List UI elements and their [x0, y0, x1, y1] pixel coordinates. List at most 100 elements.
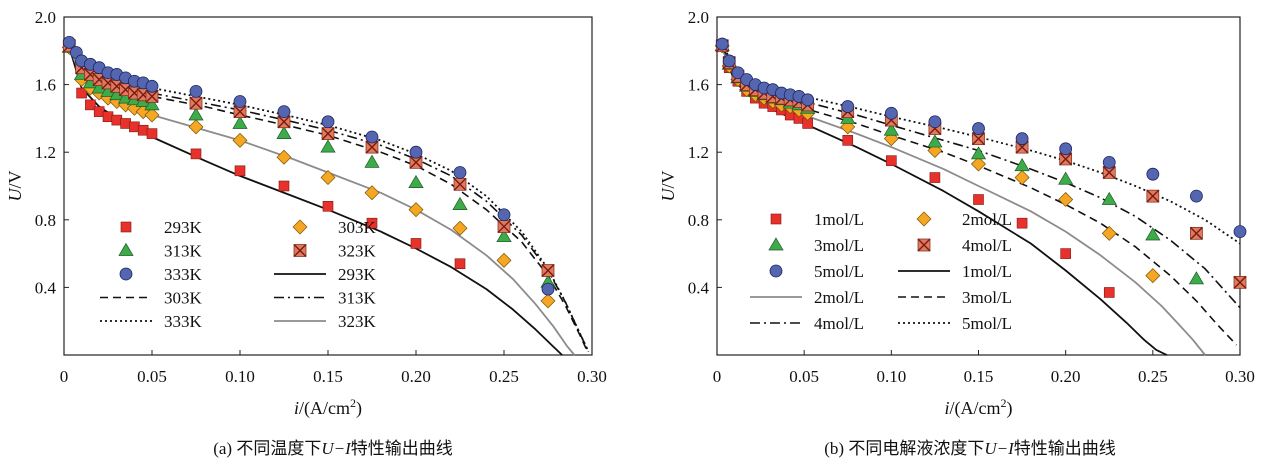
data-point — [278, 180, 290, 192]
data-point — [453, 177, 467, 191]
data-point — [408, 174, 424, 188]
plot-frame — [63, 16, 593, 356]
data-point — [972, 122, 985, 135]
series-line-333K — [68, 43, 590, 352]
y-tick-label: 2.0 — [35, 8, 56, 27]
legend-marker — [119, 267, 133, 281]
legend-label: 2mol/L — [814, 288, 864, 307]
data-point — [188, 107, 204, 121]
x-tick-label: 0.15 — [313, 367, 343, 386]
panel-b: 0 0.05 0.10 0.15 0.20 0.25 0.30 0.4 0.8 1.2 1.6 2.0… — [658, 8, 1255, 458]
legend-marker — [293, 244, 307, 257]
x-tick-label: 0.25 — [489, 367, 519, 386]
data-point — [322, 200, 334, 212]
data-point — [276, 149, 292, 165]
data-point — [93, 106, 105, 117]
data-point — [145, 79, 159, 93]
data-point — [452, 196, 468, 210]
series-line-4mol/L — [721, 45, 1241, 309]
x-tick-label: 0.15 — [964, 367, 994, 386]
data-point — [146, 128, 158, 139]
data-point — [365, 130, 379, 144]
data-point — [233, 105, 247, 119]
data-point — [540, 293, 556, 309]
data-point — [1101, 191, 1117, 205]
x-tick-label: 0.10 — [876, 367, 906, 386]
panel-a: 0 0.05 0.10 0.15 0.20 0.25 0.30 0.4 0.8 1.2 1.6 2.0… — [5, 8, 607, 458]
y-tick-label: 1.6 — [688, 76, 709, 95]
data-point — [1059, 142, 1073, 156]
legend-label: 4mol/L — [962, 236, 1012, 255]
legend-label: 1mol/L — [962, 262, 1012, 281]
data-point — [76, 87, 87, 99]
data-point — [321, 115, 335, 129]
data-point — [145, 89, 159, 103]
data-point — [364, 185, 380, 201]
x-axis-label: i/(A/cm2) — [944, 396, 1012, 419]
data-point — [731, 66, 745, 80]
legend-label: 4mol/L — [814, 314, 864, 333]
legend-marker — [292, 219, 308, 235]
data-point — [409, 155, 423, 169]
data-point — [1058, 171, 1074, 185]
figure-caption: (a) 不同温度下U−I特性输出曲线 — [213, 439, 453, 458]
x-tick-label: 0.05 — [137, 367, 167, 386]
x-tick-label: 0.30 — [1225, 367, 1255, 386]
y-axis-label: U/V — [658, 170, 678, 201]
data-point — [884, 106, 898, 120]
data-point — [970, 146, 987, 160]
y-tick-label: 0.4 — [688, 278, 710, 297]
legend-label: 303K — [164, 289, 203, 308]
legend-label: 3mol/L — [962, 288, 1012, 307]
data-point — [1101, 225, 1117, 241]
legend-marker — [770, 213, 782, 225]
legend-marker — [917, 238, 931, 252]
x-tick-label: 0.05 — [789, 367, 819, 386]
data-point — [801, 93, 815, 107]
data-point — [1190, 189, 1203, 203]
x-tick-label: 0.10 — [225, 367, 255, 386]
legend-label: 323K — [338, 242, 377, 261]
data-point — [234, 165, 246, 177]
data-point — [842, 135, 854, 146]
legend-label: 333K — [164, 312, 203, 331]
legend-marker — [769, 264, 783, 278]
data-point — [62, 35, 76, 49]
data-point — [102, 111, 114, 123]
legend-label: 5mol/L — [814, 262, 864, 281]
legend-label: 293K — [164, 218, 203, 237]
data-point — [320, 170, 336, 186]
data-point — [189, 96, 203, 110]
data-point — [410, 238, 422, 249]
data-point — [1189, 226, 1203, 240]
data-point — [1015, 132, 1029, 146]
data-point — [276, 125, 292, 139]
legend-label: 303K — [338, 218, 377, 237]
legend-label: 293K — [338, 265, 377, 284]
series-points-323K — [62, 39, 555, 277]
data-point — [190, 148, 202, 160]
legend-label: 5mol/L — [962, 314, 1012, 333]
data-point — [1014, 158, 1030, 172]
series-points-333K — [62, 35, 555, 296]
data-point — [1188, 271, 1205, 285]
y-tick-label: 1.6 — [35, 76, 56, 95]
series-points-5mol/L — [715, 37, 1247, 239]
data-point — [129, 121, 140, 133]
legend-label: 333K — [164, 265, 203, 284]
data-point — [1146, 167, 1160, 181]
legend: 1mol/L 2mol/L 3mol/L 4mol/L 5mol/L 1mol/L 2mol… — [750, 210, 1012, 333]
legend-label: 1mol/L — [814, 210, 864, 229]
y-tick-label: 0.8 — [35, 211, 56, 230]
data-point — [366, 217, 378, 229]
data-point — [1145, 227, 1161, 241]
data-point — [454, 258, 466, 270]
data-point — [496, 229, 512, 243]
x-tick-label: 0.20 — [401, 367, 431, 386]
data-point — [541, 264, 555, 277]
data-point — [1014, 170, 1030, 186]
data-point — [497, 208, 511, 222]
legend-label: 3mol/L — [814, 236, 864, 255]
data-point — [137, 124, 149, 136]
